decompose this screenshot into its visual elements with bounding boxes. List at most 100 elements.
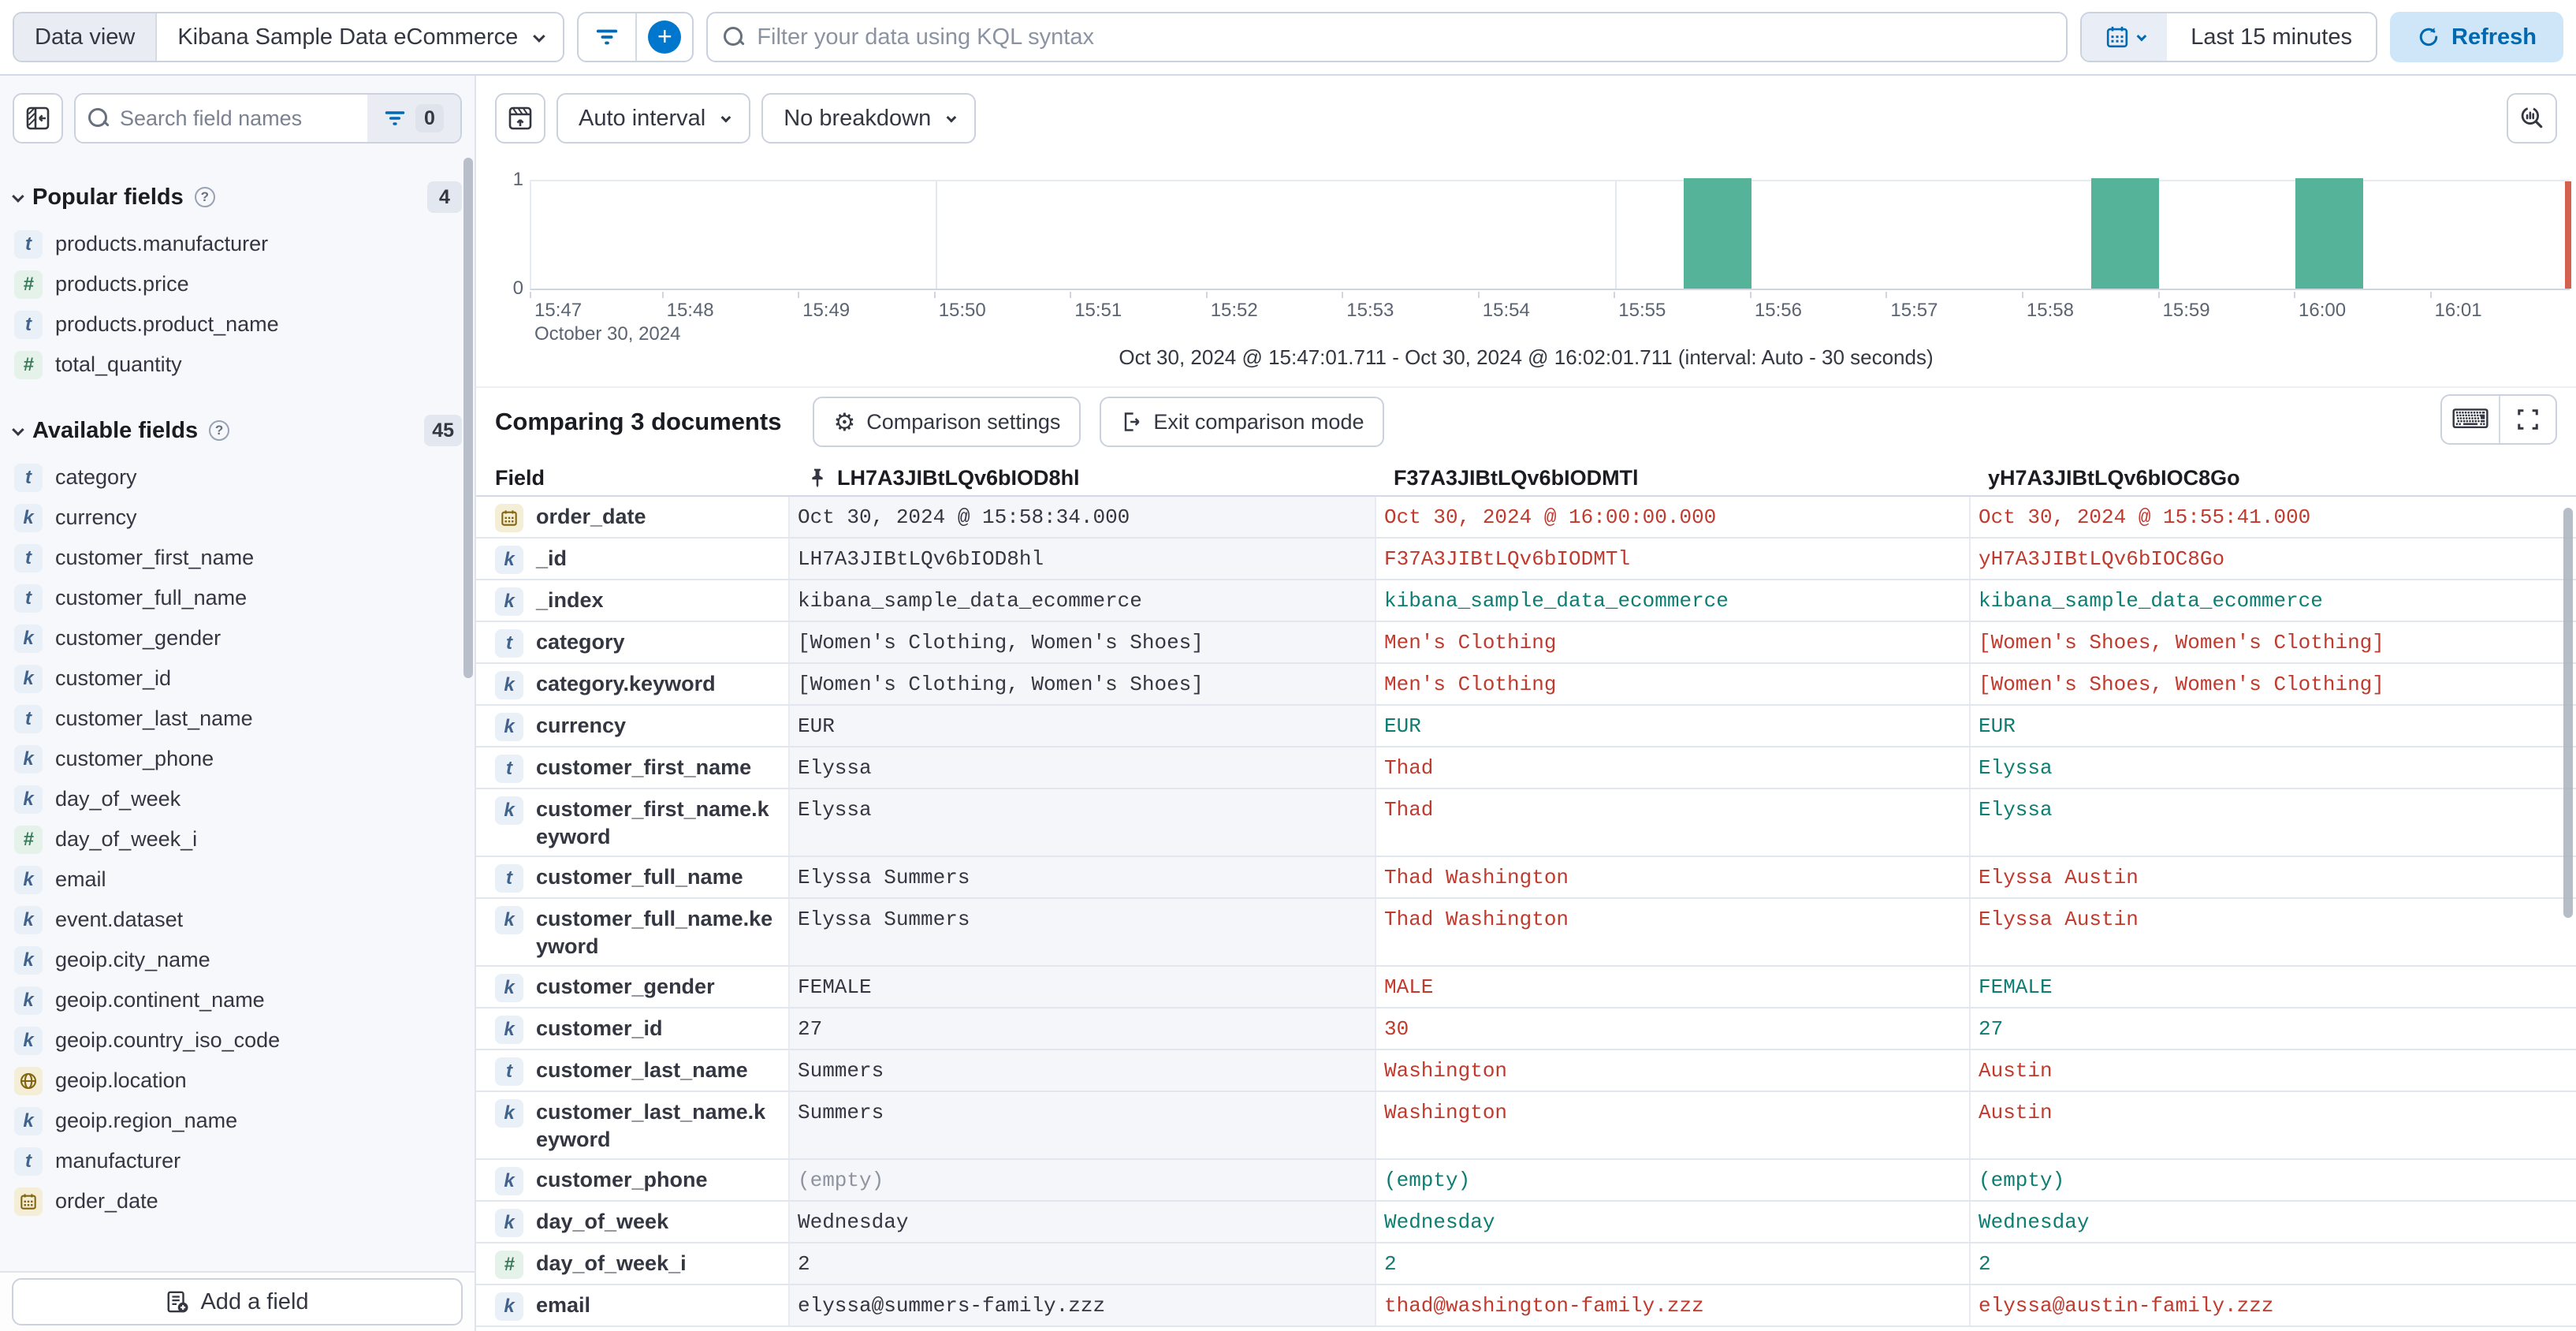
field-label: customer_id xyxy=(55,666,172,690)
value-cell-doc2: Men's Clothing xyxy=(1375,664,1969,704)
refresh-button[interactable]: Refresh xyxy=(2390,12,2563,62)
field-item-event.dataset[interactable]: k event.dataset xyxy=(13,900,462,940)
field-item-category[interactable]: t category xyxy=(13,457,462,498)
x-tick-label: 15:48 xyxy=(666,300,714,321)
value-cell-doc1: Oct 30, 2024 @ 15:58:34.000 xyxy=(788,497,1375,537)
field-filter-button[interactable]: 0 xyxy=(367,95,460,142)
kql-search-input[interactable] xyxy=(757,24,2053,50)
value-cell-doc2: F37A3JIBtLQv6bIODMTl xyxy=(1375,539,1969,579)
filter-icon xyxy=(597,29,618,45)
sidebar-scrollbar[interactable] xyxy=(463,158,473,678)
histogram-bar-15:55:30[interactable] xyxy=(1683,178,1751,289)
comparison-title: Comparing 3 documents xyxy=(495,408,782,435)
value-cell-doc2: Washington xyxy=(1375,1092,1969,1158)
x-tick-mark xyxy=(2021,292,2023,298)
field-item-email[interactable]: k email xyxy=(13,859,462,900)
field-label: customer_gender xyxy=(55,626,221,650)
panel-collapse-left-icon xyxy=(26,106,50,130)
field-item-geoip.region_name[interactable]: k geoip.region_name xyxy=(13,1101,462,1141)
keyboard-icon: ⌨ xyxy=(2451,405,2490,434)
field-item-customer_id[interactable]: k customer_id xyxy=(13,658,462,699)
value-cell-doc1: Elyssa xyxy=(788,789,1375,856)
field-item-geoip.location[interactable]: geoip.location xyxy=(13,1061,462,1101)
field-item-day_of_week[interactable]: k day_of_week xyxy=(13,779,462,819)
field-name: customer_id xyxy=(536,1016,663,1040)
comparison-table: Field LH7A3JIBtLQv6bIOD8hl F37A3JIBtLQv6… xyxy=(476,460,2576,1331)
table-row-customer_first_name: t customer_first_name Elyssa Thad Elyssa xyxy=(476,748,2576,789)
add-filter-button[interactable]: + xyxy=(635,13,692,61)
histogram-bar-16:00:00[interactable] xyxy=(2295,178,2364,289)
text-type-icon: t xyxy=(14,310,43,339)
field-search-box[interactable]: 0 xyxy=(74,93,462,144)
text-type-icon: t xyxy=(14,704,43,733)
field-label: customer_full_name xyxy=(55,586,248,610)
x-axis-date-label: October 30, 2024 xyxy=(534,323,681,345)
value-cell-doc1: LH7A3JIBtLQv6bIOD8hl xyxy=(788,539,1375,579)
x-tick-mark xyxy=(661,292,664,298)
value-cell-doc1: Wednesday xyxy=(788,1202,1375,1242)
value-cell-doc3: Elyssa xyxy=(1969,789,2576,856)
field-item-customer_full_name[interactable]: t customer_full_name xyxy=(13,578,462,618)
keyword-type-icon: k xyxy=(14,503,43,532)
add-field-label: Add a field xyxy=(200,1288,309,1314)
value-cell-doc3: Wednesday xyxy=(1969,1202,2576,1242)
field-label: products.manufacturer xyxy=(55,232,269,255)
table-scrollbar[interactable] xyxy=(2563,508,2573,918)
document-id: F37A3JIBtLQv6bIODMTl xyxy=(1394,465,1639,490)
filter-menu-button[interactable] xyxy=(579,13,635,61)
table-row-email: k email elyssa@summers-family.zzz thad@wash… xyxy=(476,1285,2576,1327)
add-field-button[interactable]: Add a field xyxy=(12,1278,463,1325)
popular-fields-header[interactable]: Popular fields ? 4 xyxy=(12,178,462,216)
field-item-geoip.city_name[interactable]: k geoip.city_name xyxy=(13,940,462,980)
interval-select[interactable]: Auto interval xyxy=(557,93,751,144)
hide-chart-button[interactable] xyxy=(495,93,545,144)
exit-comparison-button[interactable]: Exit comparison mode xyxy=(1100,397,1385,447)
pinned-document-header: LH7A3JIBtLQv6bIOD8hl xyxy=(788,466,1375,490)
field-search-input[interactable] xyxy=(120,106,367,131)
field-label: customer_phone xyxy=(55,747,214,770)
keyboard-shortcuts-button[interactable]: ⌨ xyxy=(2442,396,2499,443)
field-item-day_of_week_i[interactable]: # day_of_week_i xyxy=(13,819,462,859)
value-cell-doc1: FEMALE xyxy=(788,967,1375,1007)
field-item-customer_gender[interactable]: k customer_gender xyxy=(13,618,462,658)
field-item-geoip.country_iso_code[interactable]: k geoip.country_iso_code xyxy=(13,1020,462,1061)
field-item-currency[interactable]: k currency xyxy=(13,498,462,538)
field-name: customer_full_name.keyword xyxy=(536,907,773,958)
collapse-sidebar-button[interactable] xyxy=(13,93,63,144)
exit-comparison-label: Exit comparison mode xyxy=(1153,409,1364,434)
field-item-total_quantity[interactable]: # total_quantity xyxy=(13,345,462,385)
date-picker-menu[interactable] xyxy=(2082,13,2168,61)
keyword-type-icon: k xyxy=(495,1016,523,1044)
field-item-products.product_name[interactable]: t products.product_name xyxy=(13,304,462,345)
time-range-value[interactable]: Last 15 minutes xyxy=(2191,24,2352,50)
value-cell-doc3: FEMALE xyxy=(1969,967,2576,1007)
chevron-down-icon xyxy=(12,189,24,203)
value-cell-doc2: Wednesday xyxy=(1375,1202,1969,1242)
field-item-customer_last_name[interactable]: t customer_last_name xyxy=(13,699,462,739)
field-item-manufacturer[interactable]: t manufacturer xyxy=(13,1141,462,1181)
main-content: Auto interval No breakdown 1 0 15:47 15:4… xyxy=(476,76,2576,1331)
keyword-type-icon: k xyxy=(14,1106,43,1135)
value-cell-doc2: Men's Clothing xyxy=(1375,622,1969,662)
explore-in-lens-button[interactable] xyxy=(2507,93,2557,144)
field-item-customer_first_name[interactable]: t customer_first_name xyxy=(13,538,462,578)
histogram-plot xyxy=(530,178,2571,290)
field-name: customer_last_name xyxy=(536,1058,748,1082)
keyword-type-icon: k xyxy=(14,905,43,934)
data-view-picker[interactable]: Data view Kibana Sample Data eCommerce xyxy=(13,12,565,62)
histogram-bar-15:58:30[interactable] xyxy=(2091,178,2160,289)
comparison-settings-button[interactable]: ⚙ Comparison settings xyxy=(813,397,1081,447)
breakdown-select[interactable]: No breakdown xyxy=(761,93,977,144)
field-item-order_date[interactable]: order_date xyxy=(13,1181,462,1221)
kql-search-bar[interactable] xyxy=(706,12,2068,62)
current-time-marker xyxy=(2565,181,2571,289)
available-fields-header[interactable]: Available fields ? 45 xyxy=(12,412,462,449)
field-item-geoip.continent_name[interactable]: k geoip.continent_name xyxy=(13,980,462,1020)
field-item-products.price[interactable]: # products.price xyxy=(13,264,462,304)
field-cell: k category.keyword xyxy=(476,664,788,704)
fullscreen-button[interactable] xyxy=(2499,396,2556,443)
field-item-products.manufacturer[interactable]: t products.manufacturer xyxy=(13,224,462,264)
data-view-value[interactable]: Kibana Sample Data eCommerce xyxy=(157,13,563,61)
field-item-customer_phone[interactable]: k customer_phone xyxy=(13,739,462,779)
chart-gridline xyxy=(1615,181,1617,289)
